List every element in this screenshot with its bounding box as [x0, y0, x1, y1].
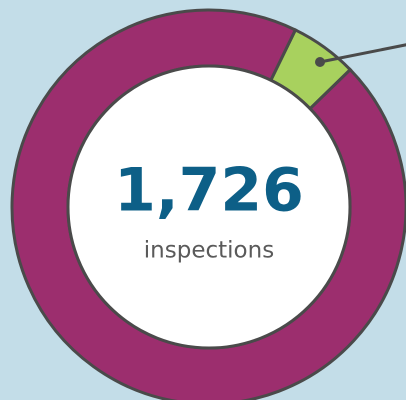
callout-dot [315, 57, 325, 67]
callout-line [319, 43, 406, 64]
center-caption: inspections [144, 238, 274, 264]
center-value: 1,726 [114, 156, 304, 226]
donut-hole [66, 64, 352, 350]
